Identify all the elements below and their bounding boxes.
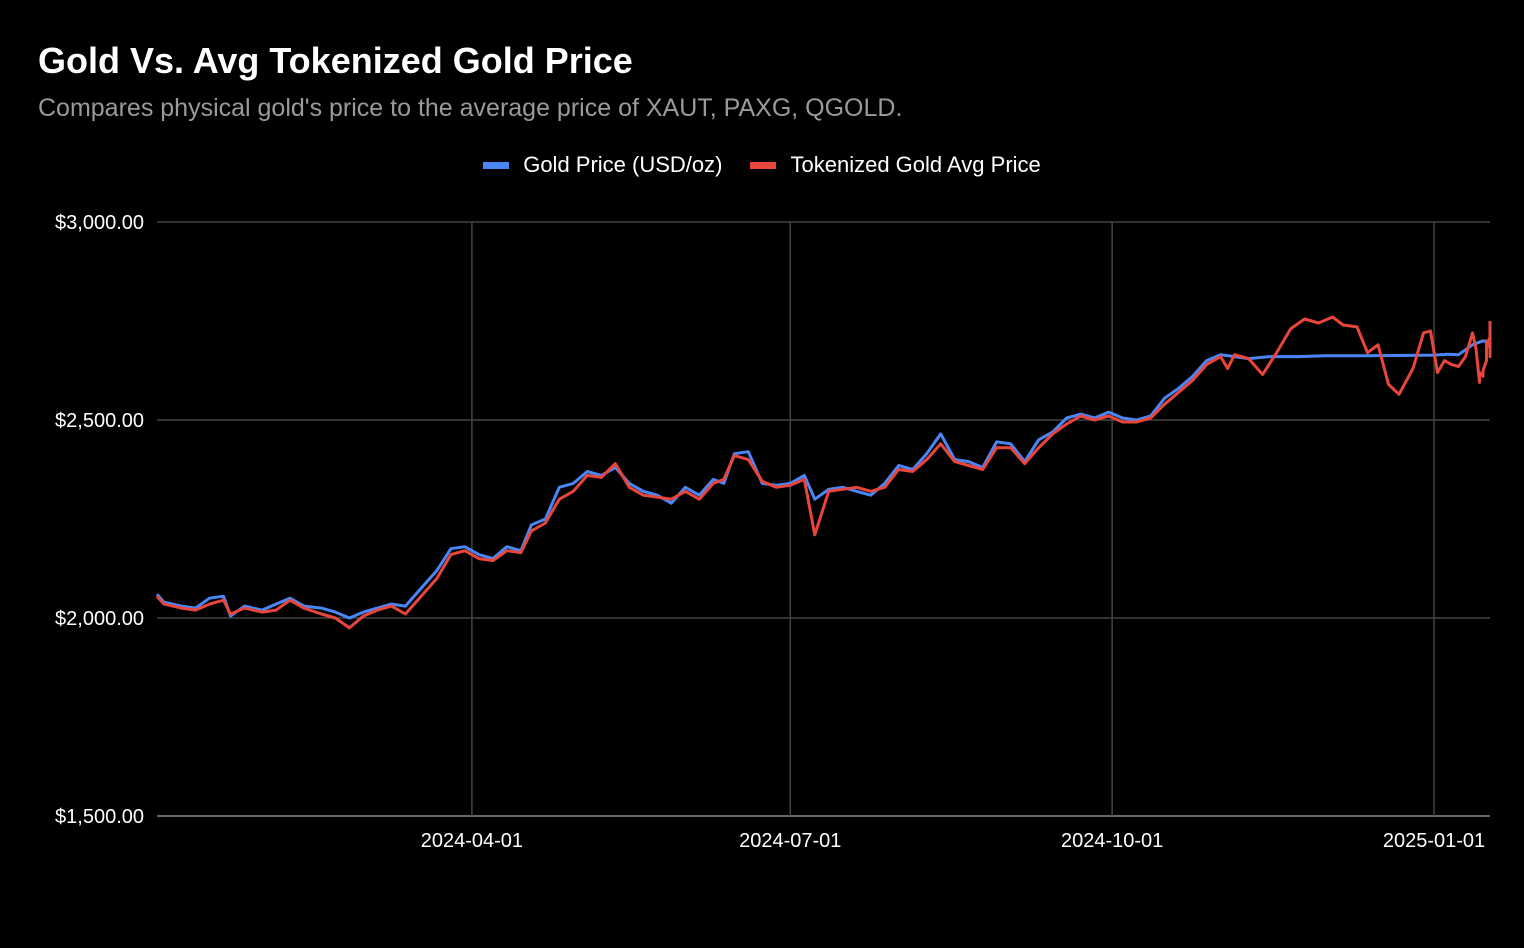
chart-subtitle: Compares physical gold's price to the av… xyxy=(38,94,903,122)
series-line-gold xyxy=(155,339,1491,620)
y-axis-tick-labels: $1,500.00 $2,000.00 $2,500.00 $3,000.00 xyxy=(55,212,144,828)
x-tick-label: 2025-01-01 xyxy=(1383,830,1485,852)
chart-title: Gold Vs. Avg Tokenized Gold Price xyxy=(38,40,633,81)
legend-item-gold: Gold Price (USD/oz) xyxy=(483,152,722,178)
y-tick-label: $2,500.00 xyxy=(55,410,144,432)
x-axis-tick-labels: 2024-04-01 2024-07-01 2024-10-01 2025-01-01 xyxy=(421,830,1485,852)
legend-swatch-tokenized xyxy=(750,161,777,169)
grid-lines xyxy=(157,221,1490,817)
legend-label-tokenized: Tokenized Gold Avg Price xyxy=(790,152,1041,177)
legend-label-gold: Gold Price (USD/oz) xyxy=(523,152,723,177)
legend-item-tokenized: Tokenized Gold Avg Price xyxy=(750,152,1041,178)
x-tick-label: 2024-10-01 xyxy=(1061,830,1163,852)
x-tick-label: 2024-04-01 xyxy=(421,830,523,852)
y-tick-label: $2,000.00 xyxy=(55,608,144,630)
legend-swatch-gold xyxy=(483,161,510,169)
x-tick-label: 2024-07-01 xyxy=(739,830,841,852)
y-tick-label: $3,000.00 xyxy=(55,212,144,234)
legend: Gold Price (USD/oz) Tokenized Gold Avg P… xyxy=(0,152,1524,178)
y-tick-label: $1,500.00 xyxy=(55,806,144,828)
series-lines xyxy=(155,315,1492,630)
series-line-tokenized xyxy=(155,315,1492,630)
